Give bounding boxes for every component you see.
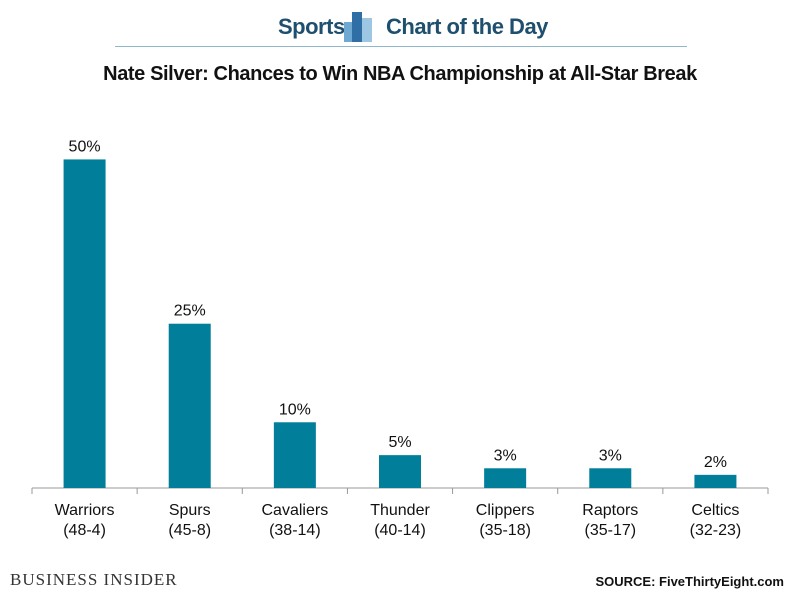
- brand-logo: Business Insider: [10, 570, 178, 590]
- bar-spurs: [168, 323, 211, 488]
- data-label: 2%: [704, 454, 727, 471]
- brand-name: Business Insider: [10, 570, 178, 589]
- x-tick-label: Thunder: [370, 502, 430, 519]
- x-tick-record: (45-8): [168, 522, 211, 539]
- x-tick-record: (38-14): [269, 522, 321, 539]
- data-label: 50%: [69, 138, 101, 155]
- data-label: 25%: [174, 303, 206, 320]
- x-tick-record: (35-18): [479, 522, 531, 539]
- bar-cavaliers: [273, 422, 316, 488]
- x-tick-label: Clippers: [476, 502, 535, 519]
- section-label: Sports: [278, 14, 345, 39]
- x-tick-record: (40-14): [374, 522, 426, 539]
- header-divider: [115, 46, 687, 47]
- x-tick-label: Celtics: [691, 502, 739, 519]
- data-label: 5%: [388, 434, 411, 451]
- x-tick-record: (48-4): [63, 522, 106, 539]
- x-tick-record: (35-17): [584, 522, 636, 539]
- bar-raptors: [589, 468, 632, 488]
- bar-thunder: [379, 455, 421, 488]
- bar-warriors: [63, 159, 106, 488]
- series-label: Chart of the Day: [386, 14, 548, 39]
- bar-clippers: [484, 468, 527, 488]
- chart-header: Sports Chart of the Day: [0, 0, 800, 48]
- chart-title: Nate Silver: Chances to Win NBA Champion…: [103, 63, 697, 85]
- bar-celtics: [694, 474, 737, 488]
- x-tick-label: Spurs: [169, 502, 211, 519]
- data-label: 3%: [494, 447, 517, 464]
- x-tick-label: Warriors: [55, 502, 115, 519]
- x-tick-label: Raptors: [582, 502, 638, 519]
- data-label: 10%: [279, 401, 311, 418]
- bar-chart-logo-icon: [344, 12, 372, 42]
- x-tick-record: (32-23): [690, 522, 742, 539]
- source-note: SOURCE: FiveThirtyEight.com: [595, 574, 784, 589]
- data-label: 3%: [599, 447, 622, 464]
- x-tick-label: Cavaliers: [262, 502, 329, 519]
